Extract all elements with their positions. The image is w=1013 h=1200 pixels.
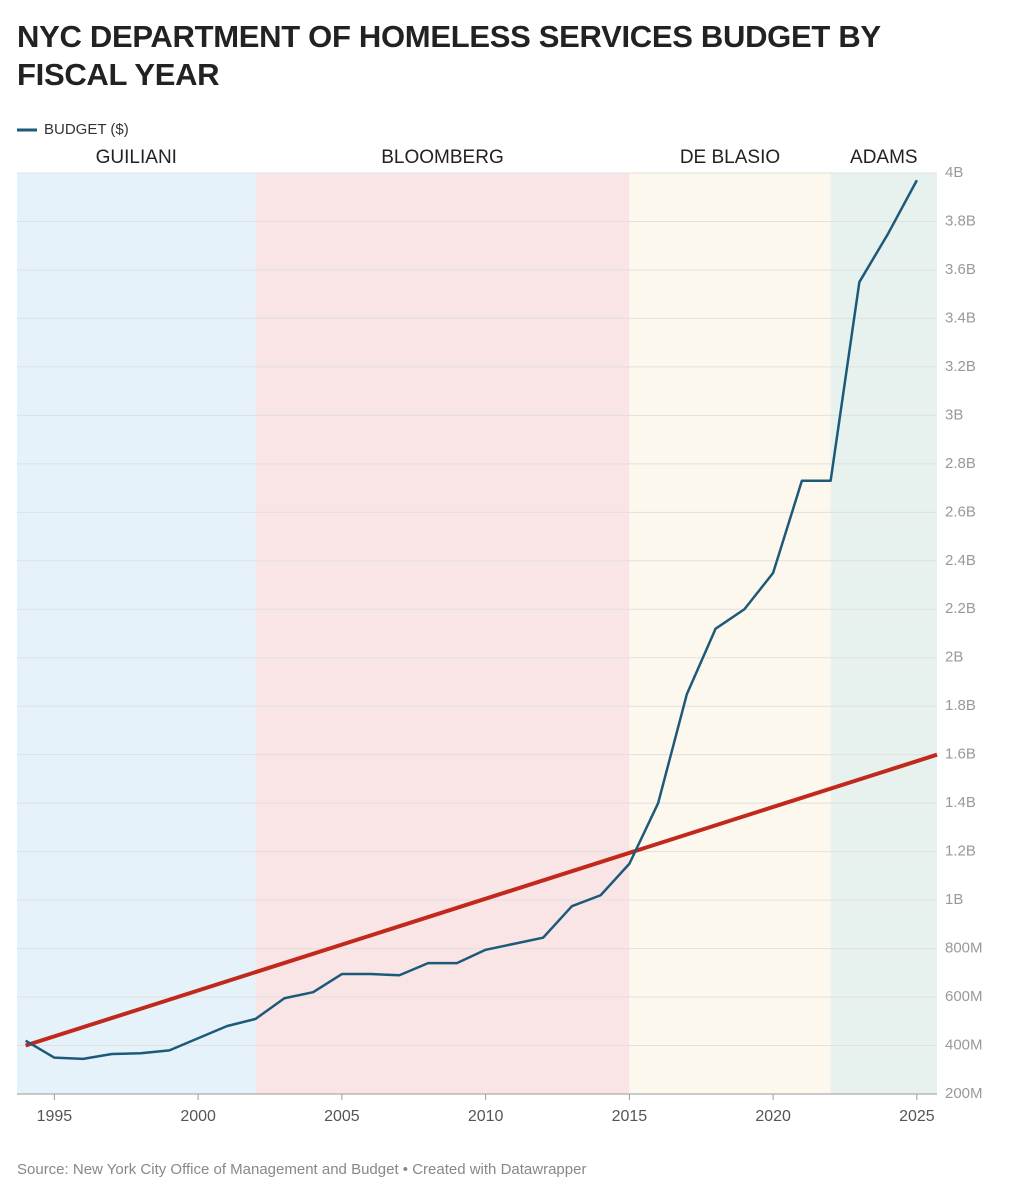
y-tick-label: 1B <box>945 891 963 908</box>
era-band <box>17 173 256 1094</box>
y-tick-label: 400M <box>945 1036 983 1053</box>
y-tick-label: 1.4B <box>945 794 976 811</box>
x-tick-label: 2025 <box>899 1108 935 1125</box>
y-tick-label: 3.2B <box>945 358 976 375</box>
x-tick-label: 1995 <box>37 1108 73 1125</box>
y-tick-label: 600M <box>945 988 983 1005</box>
era-label: GUILIANI <box>96 147 177 168</box>
y-tick-label: 2B <box>945 649 963 666</box>
x-tick-label: 2005 <box>324 1108 360 1125</box>
y-tick-label: 1.6B <box>945 746 976 763</box>
era-label: ADAMS <box>850 147 918 168</box>
x-tick-label: 2020 <box>755 1108 791 1125</box>
era-band <box>255 173 630 1094</box>
era-band <box>629 173 831 1094</box>
source-note: Source: New York City Office of Manageme… <box>17 1161 586 1178</box>
y-tick-label: 2.2B <box>945 600 976 617</box>
era-label: BLOOMBERG <box>381 147 503 168</box>
y-tick-label: 800M <box>945 940 983 957</box>
x-tick-label: 2000 <box>180 1108 216 1125</box>
y-tick-label: 1.8B <box>945 697 976 714</box>
y-tick-label: 2.8B <box>945 455 976 472</box>
legend-label: BUDGET ($) <box>44 121 129 138</box>
y-tick-label: 2.4B <box>945 552 976 569</box>
budget-line <box>24 179 918 1061</box>
y-tick-label: 3.6B <box>945 261 976 278</box>
y-tick-label: 1.2B <box>945 843 976 860</box>
era-label: DE BLASIO <box>680 147 780 168</box>
y-tick-label: 3.8B <box>945 212 976 229</box>
trend-line <box>25 752 938 1048</box>
y-tick-label: 2.6B <box>945 503 976 520</box>
y-tick-label: 3B <box>945 406 963 423</box>
era-band <box>830 173 937 1094</box>
y-tick-label: 3.4B <box>945 309 976 326</box>
y-tick-label: 200M <box>945 1085 983 1102</box>
x-tick-label: 2015 <box>612 1108 648 1125</box>
y-tick-label: 4B <box>945 164 963 181</box>
chart-title: NYC DEPARTMENT OF HOMELESS SERVICES BUDG… <box>17 19 881 92</box>
x-tick-label: 2010 <box>468 1108 504 1125</box>
